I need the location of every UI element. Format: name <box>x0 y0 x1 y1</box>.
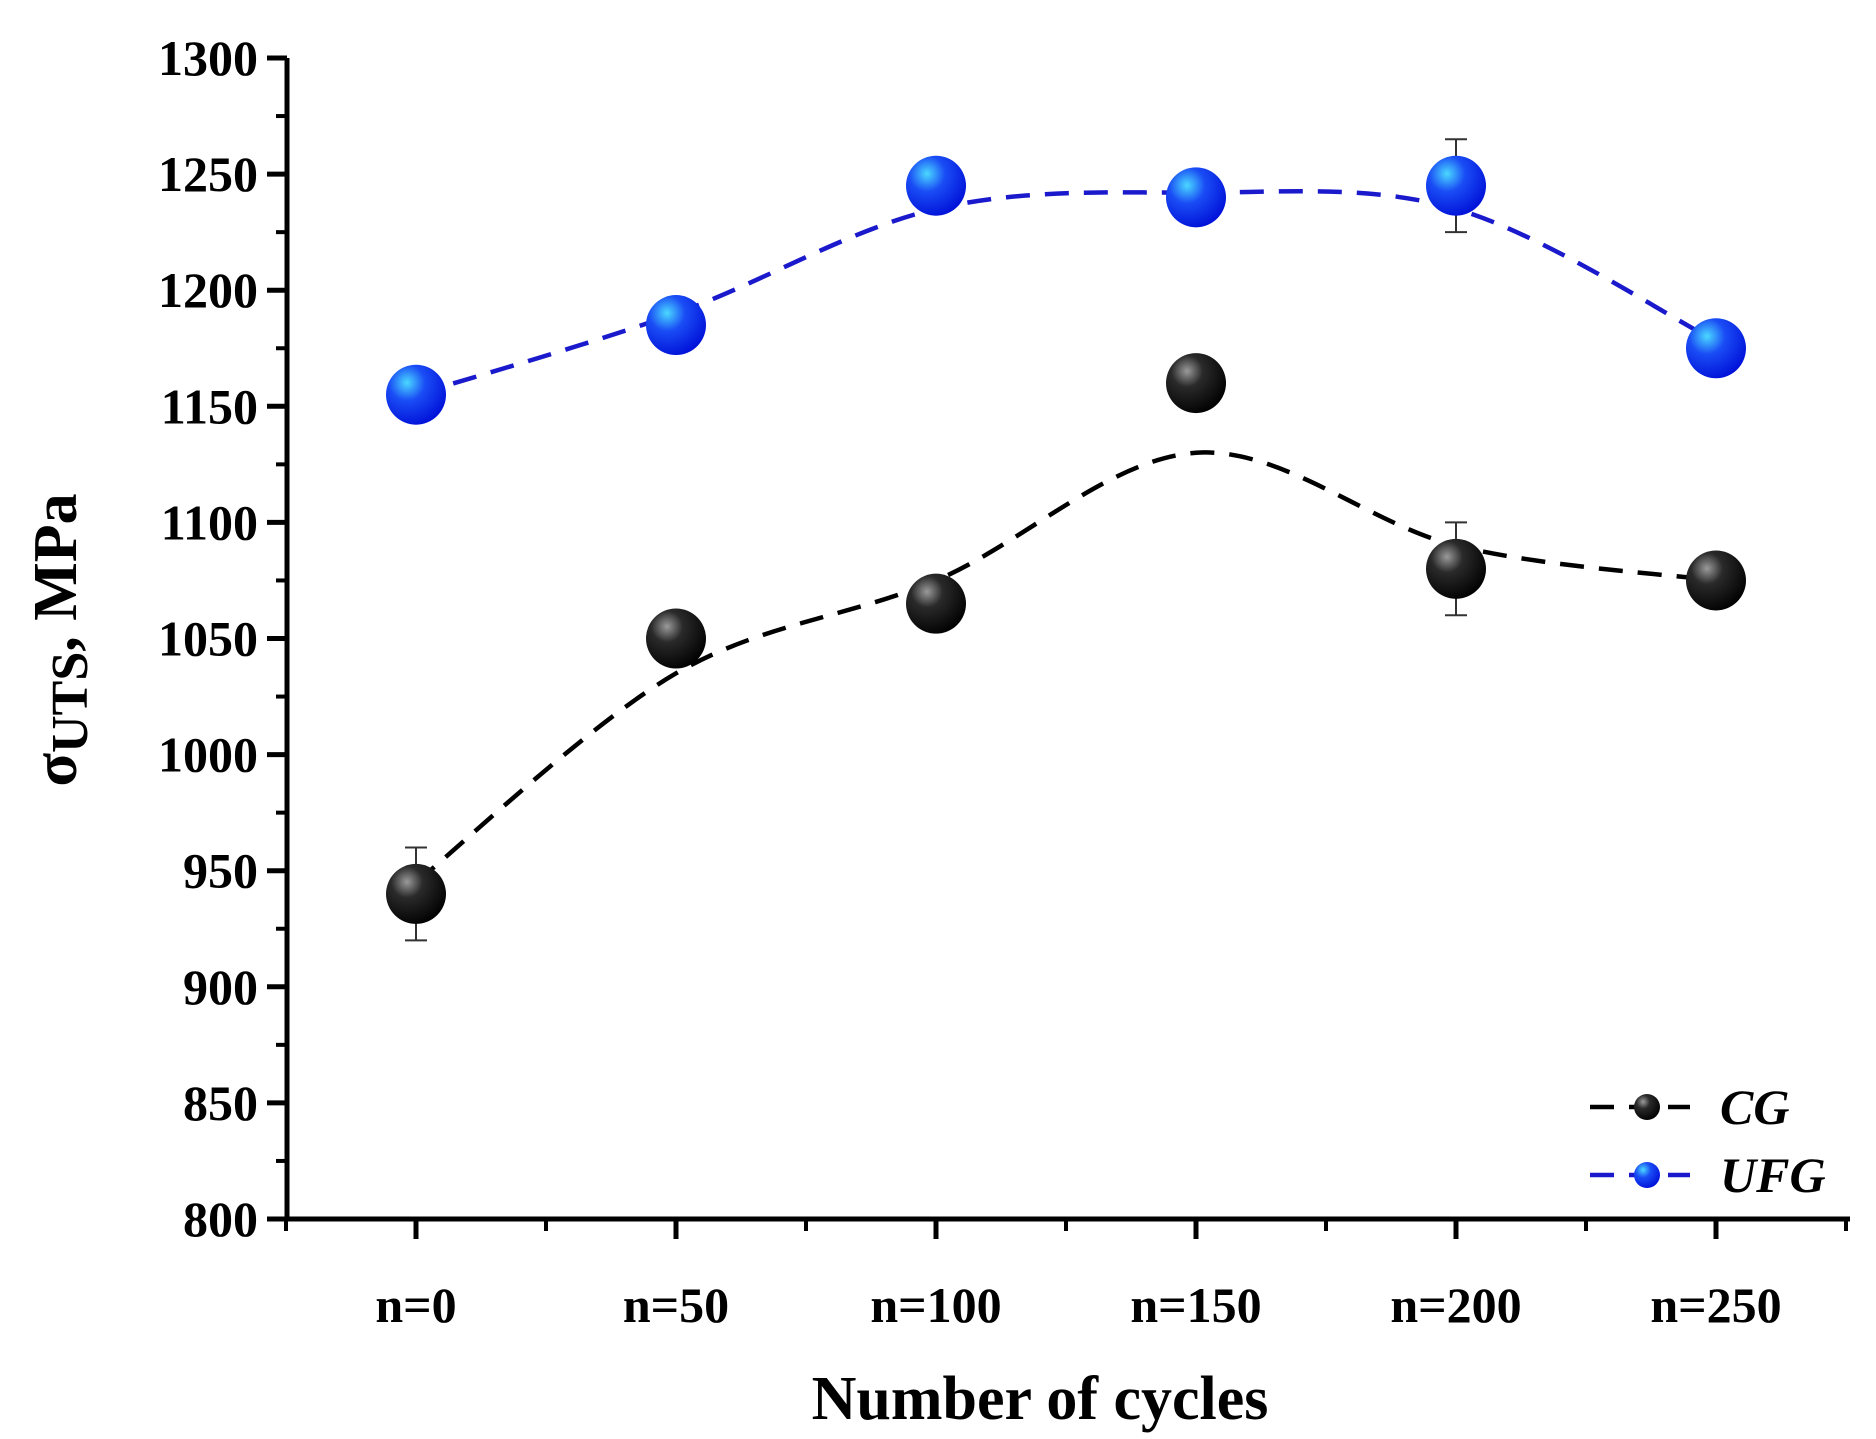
y-tick-label: 1200 <box>158 262 258 318</box>
point-cg-0 <box>386 863 446 924</box>
point-cg-4 <box>1426 538 1486 599</box>
trend-lines <box>414 189 1718 885</box>
y-axis-unit: , MPa <box>22 493 90 651</box>
point-cg-3 <box>1166 353 1226 414</box>
x-tick-label: n=150 <box>1130 1277 1261 1333</box>
legend-label: CG <box>1720 1079 1789 1135</box>
legend-marker <box>1634 1094 1660 1120</box>
y-ticks: 800 850 900 950 1000 1050 1100 1150 1200 1250 1300 <box>158 30 287 1247</box>
y-tick-label: 1300 <box>158 30 258 86</box>
y-tick-label: 1100 <box>161 494 258 550</box>
x-tick-label: n=200 <box>1390 1277 1521 1333</box>
x-tick-label: n=50 <box>623 1277 729 1333</box>
y-tick-label: 1250 <box>158 146 258 202</box>
y-axis-title: σUTS, MPa <box>22 493 99 786</box>
data-points <box>386 155 1746 924</box>
point-ufg-3 <box>1166 167 1226 228</box>
point-ufg-4 <box>1426 155 1486 216</box>
x-tick-label: n=0 <box>375 1277 456 1333</box>
point-cg-1 <box>646 608 706 669</box>
y-tick-label: 1050 <box>158 611 258 667</box>
legend-label: UFG <box>1720 1147 1826 1203</box>
point-cg-2 <box>906 573 966 634</box>
trend-line-cg <box>414 450 1717 885</box>
y-tick-label: 850 <box>183 1075 258 1131</box>
x-ticks: n=0 n=50 n=100 n=150 n=200 n=250 <box>284 1219 1848 1333</box>
y-tick-label: 1150 <box>161 378 258 434</box>
legend-marker <box>1634 1162 1660 1188</box>
point-ufg-2 <box>906 155 966 216</box>
error-bars <box>405 138 1467 942</box>
y-tick-label: 900 <box>183 959 258 1015</box>
y-tick-label: 950 <box>183 843 258 899</box>
legend-item-cg: CG <box>1590 1079 1789 1135</box>
y-axis-symbol: σ <box>22 753 90 787</box>
x-tick-label: n=250 <box>1650 1277 1781 1333</box>
point-ufg-0 <box>386 364 446 425</box>
trend-line-ufg <box>415 189 1718 397</box>
x-tick-label: n=100 <box>870 1277 1001 1333</box>
point-ufg-5 <box>1686 318 1746 379</box>
y-tick-label: 800 <box>183 1191 258 1247</box>
x-axis-title: Number of cycles <box>812 1365 1269 1433</box>
y-axis-subscript: UTS <box>42 652 99 753</box>
legend: CG UFG <box>1590 1079 1826 1203</box>
y-tick-label: 1000 <box>158 727 258 783</box>
axes <box>284 58 1850 1222</box>
legend-item-ufg: UFG <box>1590 1147 1826 1203</box>
point-ufg-1 <box>646 295 706 356</box>
point-cg-5 <box>1686 550 1746 611</box>
